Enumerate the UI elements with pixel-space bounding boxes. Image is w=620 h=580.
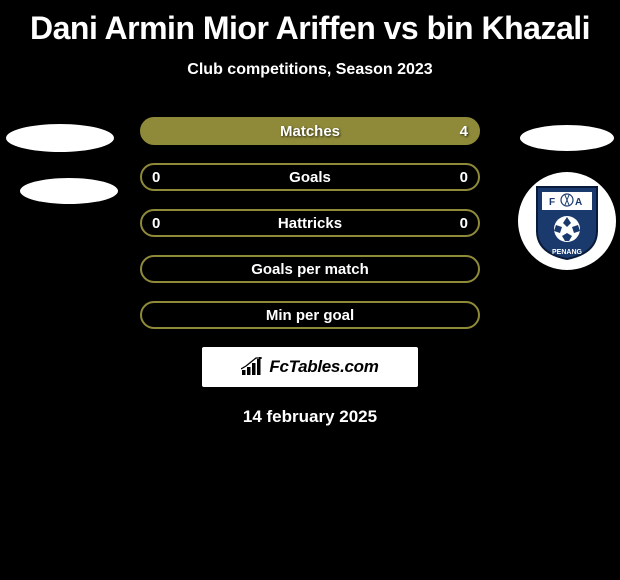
stat-label: Min per goal bbox=[266, 307, 354, 324]
stat-left-value: 0 bbox=[152, 169, 160, 186]
stat-row-goals-per-match: Goals per match bbox=[140, 255, 480, 283]
stat-label: Matches bbox=[280, 123, 340, 140]
brand-text: FcTables.com bbox=[269, 357, 378, 377]
stats-rows: Matches 4 Goals 0 0 Hattricks 0 0 Goals per matc… bbox=[0, 117, 620, 329]
stat-right-value: 0 bbox=[460, 169, 468, 186]
stat-label: Hattricks bbox=[278, 215, 342, 232]
stat-right-value: 0 bbox=[460, 215, 468, 232]
stat-label: Goals per match bbox=[251, 261, 369, 278]
stat-label: Goals bbox=[289, 169, 331, 186]
stat-row-goals: Goals 0 0 bbox=[140, 163, 480, 191]
stat-right-value: 4 bbox=[460, 123, 468, 140]
stat-row-hattricks: Hattricks 0 0 bbox=[140, 209, 480, 237]
date-label: 14 february 2025 bbox=[0, 407, 620, 427]
stat-row-min-per-goal: Min per goal bbox=[140, 301, 480, 329]
bar-chart-icon bbox=[241, 357, 265, 377]
stat-left-value: 0 bbox=[152, 215, 160, 232]
subtitle: Club competitions, Season 2023 bbox=[0, 61, 620, 79]
brand-box: FcTables.com bbox=[202, 347, 418, 387]
stat-row-matches: Matches 4 bbox=[140, 117, 480, 145]
page-title: Dani Armin Mior Ariffen vs bin Khazali bbox=[0, 0, 620, 47]
